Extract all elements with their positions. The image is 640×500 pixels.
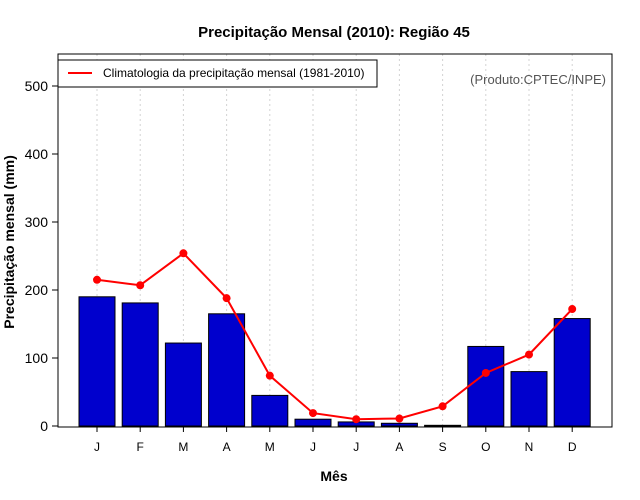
x-tick-label-8: S [439, 440, 447, 454]
x-tick-label-2: M [178, 440, 188, 454]
y-tick-label-2: 200 [25, 282, 49, 298]
bar-2 [164, 342, 202, 427]
bar-series [78, 296, 591, 427]
y-tick-label-0: 0 [40, 418, 48, 434]
x-tick-label-0: J [94, 440, 100, 454]
x-axis-label: Mês [320, 468, 347, 484]
axes: 0 100 200 300 400 500 J F M A M J J A S O N D [25, 78, 577, 454]
legend-label: Climatologia da precipitação mensal (198… [103, 66, 364, 80]
legend: Climatologia da precipitação mensal (198… [57, 59, 378, 88]
climatology-point-10 [525, 350, 533, 359]
bar-8 [424, 424, 462, 427]
climatology-point-3 [222, 294, 231, 303]
y-tick-label-4: 400 [25, 146, 49, 162]
y-axis-label: Precipitação mensal (mm) [1, 155, 17, 329]
climatology-line [96, 251, 573, 421]
bar-5 [294, 418, 332, 427]
climatology-point-9 [481, 368, 490, 377]
line-series [93, 249, 577, 424]
bar-7 [380, 422, 418, 427]
x-tick-label-9: O [481, 440, 490, 454]
x-tick-label-7: A [395, 440, 403, 454]
x-tick-label-4: M [265, 440, 275, 454]
climatology-point-7 [395, 414, 404, 423]
x-tick-label-1: F [137, 440, 144, 454]
climatology-point-2 [179, 249, 188, 258]
chart-title: Precipitação Mensal (2010): Região 45 [198, 24, 470, 41]
bar-9 [467, 345, 505, 427]
x-tick-label-6: J [353, 440, 359, 454]
x-tick-label-10: N [525, 440, 534, 454]
climatology-point-5 [309, 409, 317, 418]
climatology-point-0 [93, 275, 101, 284]
plot-frame [57, 53, 613, 428]
y-tick-label-5: 500 [25, 78, 49, 94]
bar-11 [553, 318, 591, 427]
x-tick-label-5: J [310, 440, 316, 454]
bar-4 [251, 394, 289, 427]
bar-3 [208, 313, 246, 427]
climatology-point-6 [352, 415, 361, 424]
source-credit: (Produto:CPTEC/INPE) [470, 72, 606, 87]
y-tick-label-3: 300 [25, 214, 49, 230]
bar-1 [121, 302, 159, 427]
legend-box [57, 59, 378, 88]
bar-10 [510, 371, 548, 427]
x-tick-label-11: D [568, 440, 577, 454]
climatology-point-8 [438, 402, 447, 411]
climatology-point-1 [136, 281, 145, 290]
x-tick-label-3: A [223, 440, 231, 454]
climatology-point-11 [568, 305, 577, 314]
climatology-point-4 [265, 371, 274, 380]
bar-0 [78, 296, 116, 427]
y-tick-label-1: 100 [25, 350, 49, 366]
